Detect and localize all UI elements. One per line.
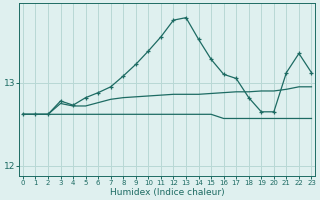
X-axis label: Humidex (Indice chaleur): Humidex (Indice chaleur) xyxy=(110,188,225,197)
